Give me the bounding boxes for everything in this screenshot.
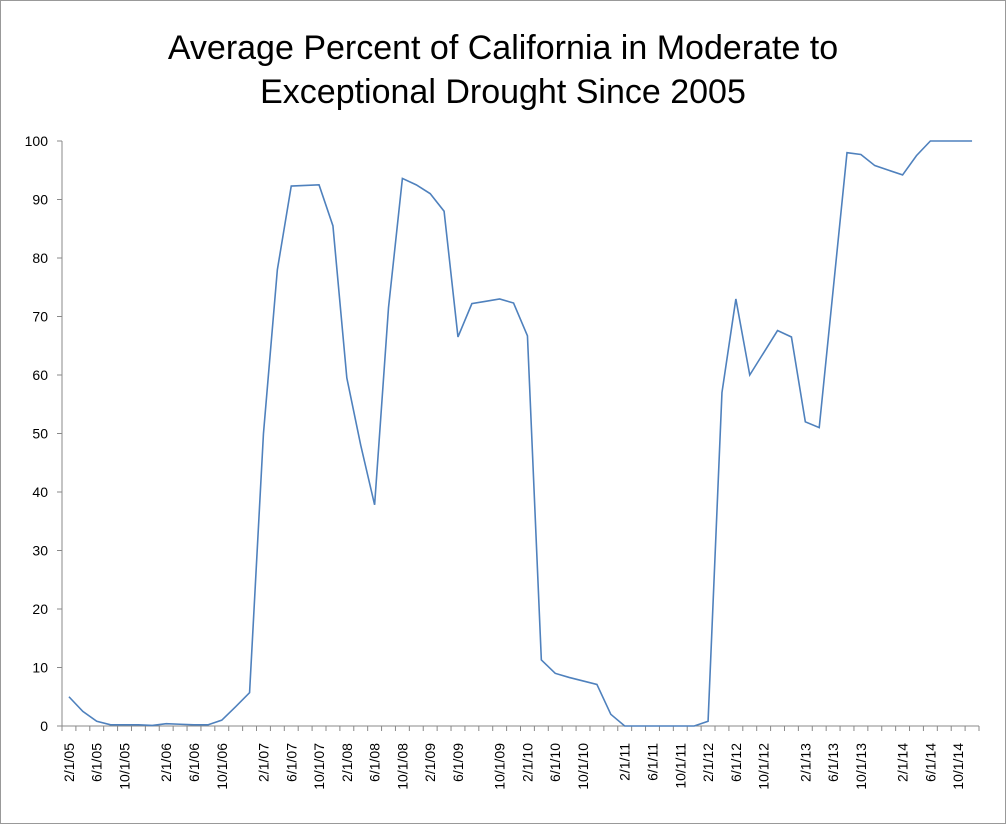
x-tick-label: 2/1/14: [895, 743, 911, 782]
x-tick-label: 6/1/06: [186, 743, 202, 782]
data-line: [68, 140, 973, 727]
x-tick-label: 2/1/12: [700, 743, 716, 782]
y-tick-label: 100: [25, 133, 49, 149]
x-tick-label: 6/1/07: [283, 743, 299, 782]
y-tick-label: 10: [32, 660, 48, 676]
y-tick-label: 60: [32, 367, 48, 383]
x-tick-label: 10/1/09: [492, 743, 508, 790]
x-tick-label: 10/1/14: [950, 743, 966, 790]
x-tick-label: 6/1/11: [644, 743, 660, 781]
x-tick-label: 2/1/11: [617, 743, 633, 781]
y-tick-label: 50: [32, 426, 48, 442]
x-tick-label: 2/1/07: [255, 743, 271, 782]
x-tick-label: 2/1/08: [339, 743, 355, 782]
x-tick-label: 6/1/08: [367, 743, 383, 782]
x-tick-label: 6/1/12: [728, 743, 744, 782]
x-tick-label: 2/1/10: [519, 743, 535, 782]
y-tick-label: 70: [32, 309, 48, 325]
x-tick-label: 6/1/10: [547, 743, 563, 782]
y-tick-label: 90: [32, 192, 48, 208]
x-tick-label: 10/1/06: [214, 743, 230, 790]
x-tick-label: 6/1/14: [922, 743, 938, 782]
x-tick-label: 10/1/10: [575, 743, 591, 790]
chart-title: Average Percent of California in Moderat…: [167, 29, 839, 111]
x-tick-label: 6/1/05: [89, 743, 105, 782]
x-tick-label: 10/1/11: [672, 743, 688, 789]
y-tick-label: 30: [32, 543, 48, 559]
x-tick-label: 10/1/12: [756, 743, 772, 790]
x-tick-label: 10/1/08: [394, 743, 410, 790]
x-tick-label: 2/1/05: [61, 743, 77, 782]
y-tick-label: 40: [32, 484, 48, 500]
y-tick-label: 80: [32, 250, 48, 266]
x-tick-label: 10/1/07: [311, 743, 327, 790]
x-tick-label: 10/1/13: [853, 743, 869, 790]
y-tick-label: 0: [40, 718, 48, 734]
y-tick-label: 20: [32, 601, 48, 617]
x-tick-label: 2/1/06: [158, 743, 174, 782]
x-tick-label: 6/1/13: [825, 743, 841, 782]
x-tick-label: 6/1/09: [450, 743, 466, 782]
x-tick-label: 10/1/05: [117, 743, 133, 790]
x-tick-label: 2/1/13: [797, 743, 813, 782]
x-tick-label: 2/1/09: [422, 743, 438, 782]
